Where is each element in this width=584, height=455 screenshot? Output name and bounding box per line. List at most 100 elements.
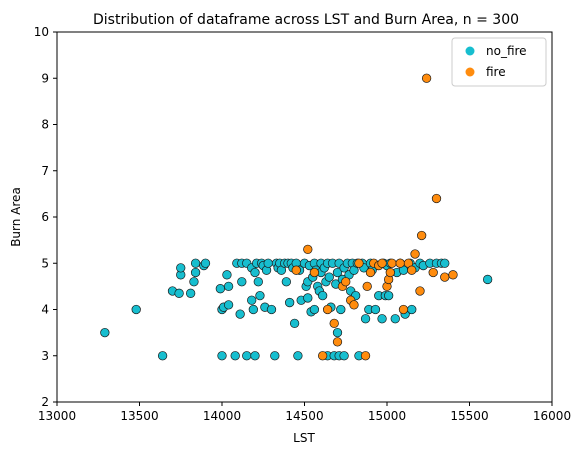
point-no-fire xyxy=(131,304,141,315)
point-fire xyxy=(291,265,301,275)
y-tick-label: 5 xyxy=(41,256,49,270)
point-no-fire xyxy=(253,277,263,287)
x-tick-label: 13500 xyxy=(120,409,158,423)
point-no-fire xyxy=(360,314,371,324)
point-fire xyxy=(428,267,438,278)
y-axis-label: Burn Area xyxy=(9,187,23,247)
point-no-fire xyxy=(390,314,400,324)
point-fire xyxy=(360,351,371,361)
y-tick-label: 2 xyxy=(41,395,49,409)
y-tick-label: 6 xyxy=(41,210,49,224)
y-axis: 2 3 4 5 6 7 8 9 10 xyxy=(34,25,57,409)
point-no-fire xyxy=(190,258,201,268)
legend-marker-no-fire xyxy=(465,46,475,56)
point-no-fire xyxy=(263,258,273,268)
point-no-fire xyxy=(289,318,300,329)
y-tick-label: 8 xyxy=(41,118,49,132)
point-fire xyxy=(341,277,351,287)
point-fire xyxy=(329,318,339,329)
x-axis: 13000 13500 14000 14500 15000 15500 16000 xyxy=(38,402,571,423)
point-fire xyxy=(303,244,313,255)
y-tick-label: 10 xyxy=(34,25,49,39)
point-no-fire xyxy=(483,274,493,285)
point-fire xyxy=(354,258,364,268)
x-tick-label: 14000 xyxy=(203,409,241,423)
legend-marker-fire xyxy=(465,67,475,77)
point-fire xyxy=(440,272,450,282)
point-no-fire xyxy=(235,309,245,319)
point-fire xyxy=(322,304,333,315)
point-no-fire xyxy=(242,351,252,361)
x-tick-label: 13000 xyxy=(38,409,76,423)
point-no-fire xyxy=(293,351,303,361)
point-fire xyxy=(417,230,427,241)
point-no-fire xyxy=(157,351,168,361)
x-tick-label: 15000 xyxy=(368,409,406,423)
point-fire xyxy=(415,286,425,296)
legend: no_fire fire xyxy=(451,37,547,87)
point-fire xyxy=(387,258,397,268)
point-no-fire xyxy=(174,288,184,298)
point-fire xyxy=(349,300,359,310)
point-fire xyxy=(421,73,432,83)
point-fire xyxy=(448,270,458,280)
point-no-fire xyxy=(377,314,387,324)
point-no-fire xyxy=(407,304,417,315)
point-no-fire xyxy=(247,295,257,305)
data-points xyxy=(100,73,493,361)
point-fire xyxy=(318,351,328,361)
y-tick-label: 9 xyxy=(41,71,49,85)
legend-label-no-fire: no_fire xyxy=(486,44,527,58)
point-no-fire xyxy=(200,258,211,268)
x-axis-label: LST xyxy=(293,431,315,445)
chart-title: Distribution of dataframe across LST and… xyxy=(93,12,519,28)
point-no-fire xyxy=(248,304,259,315)
x-tick-label: 14500 xyxy=(285,409,323,423)
point-no-fire xyxy=(384,290,394,301)
point-no-fire xyxy=(270,351,280,361)
point-no-fire xyxy=(190,267,201,278)
point-fire xyxy=(385,267,395,278)
point-fire xyxy=(309,267,320,278)
point-no-fire xyxy=(324,272,334,282)
plot-area xyxy=(57,32,552,402)
point-fire xyxy=(410,249,420,259)
point-no-fire xyxy=(237,277,247,287)
point-no-fire xyxy=(440,258,450,268)
point-no-fire xyxy=(223,281,234,292)
point-no-fire xyxy=(250,351,260,361)
point-no-fire xyxy=(339,351,349,361)
point-no-fire xyxy=(100,327,110,338)
legend-box xyxy=(451,37,547,87)
plot-frame xyxy=(56,31,553,403)
point-no-fire xyxy=(370,304,381,315)
legend-label-fire: fire xyxy=(486,65,506,79)
point-fire xyxy=(332,337,343,347)
point-no-fire xyxy=(189,277,199,287)
point-fire xyxy=(398,304,409,315)
x-tick-label: 16000 xyxy=(533,409,571,423)
point-fire xyxy=(431,193,442,204)
y-tick-label: 7 xyxy=(41,164,49,178)
point-fire xyxy=(362,281,372,292)
point-no-fire xyxy=(215,284,226,294)
point-no-fire xyxy=(266,304,277,315)
point-fire xyxy=(395,258,405,268)
y-tick-label: 4 xyxy=(41,303,49,317)
point-no-fire xyxy=(255,290,265,301)
point-fire xyxy=(407,265,417,275)
point-fire xyxy=(377,258,387,268)
point-no-fire xyxy=(332,327,343,338)
point-no-fire xyxy=(318,290,328,301)
x-tick-label: 15500 xyxy=(450,409,488,423)
point-no-fire xyxy=(281,277,292,287)
point-no-fire xyxy=(185,288,196,298)
point-no-fire xyxy=(176,263,186,273)
point-fire xyxy=(365,267,376,278)
point-no-fire xyxy=(230,351,240,361)
point-no-fire xyxy=(309,304,320,315)
point-no-fire xyxy=(285,297,295,308)
series-fire xyxy=(291,73,458,361)
y-tick-label: 3 xyxy=(41,349,49,363)
